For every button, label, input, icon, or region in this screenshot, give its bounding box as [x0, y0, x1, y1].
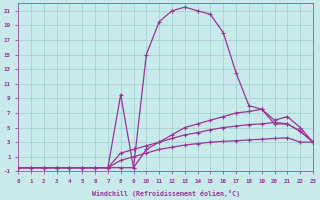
X-axis label: Windchill (Refroidissement éolien,°C): Windchill (Refroidissement éolien,°C) — [92, 190, 240, 197]
